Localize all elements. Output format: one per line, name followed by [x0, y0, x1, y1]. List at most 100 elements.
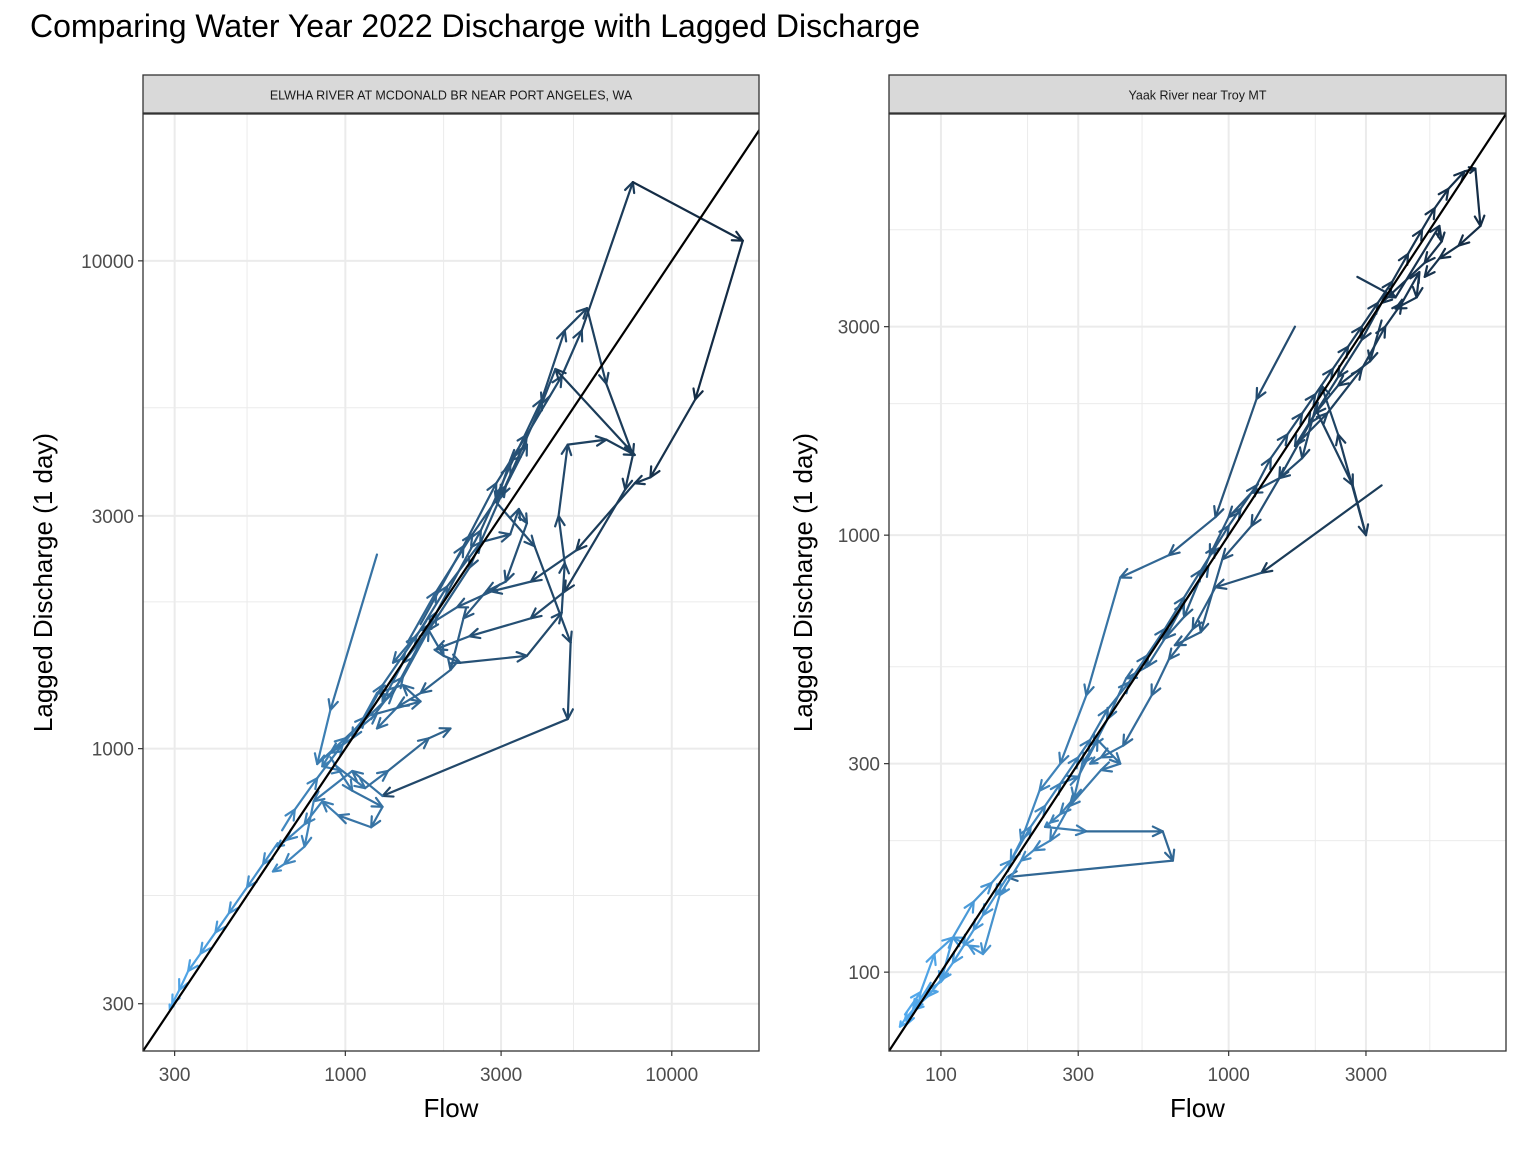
arrow-segment: [1278, 457, 1304, 480]
arrow-segment: [1250, 477, 1281, 494]
arrow-segment: [529, 549, 578, 583]
arrow-segment: [1260, 484, 1383, 574]
arrow-segment: [557, 443, 569, 518]
arrow-segment: [563, 307, 589, 332]
arrow-segment: [1150, 658, 1171, 697]
arrow-segment: [1250, 477, 1281, 528]
arrow-segment: [633, 476, 652, 485]
arrow-segment: [341, 769, 367, 790]
arrow-segment: [919, 952, 936, 994]
arrow-segment: [1336, 360, 1372, 387]
arrow-segment: [1314, 407, 1354, 487]
arrow-segment: [624, 453, 634, 491]
one-to-one-line: [143, 128, 759, 1051]
arrow-segment: [1438, 244, 1460, 260]
x-tick-label: 100: [925, 1065, 957, 1086]
arrow-segment: [1314, 367, 1334, 396]
arrow-path-rise-1: [903, 166, 1486, 1016]
arrow-segment: [509, 507, 520, 536]
arrow-segment: [321, 800, 340, 817]
x-axis-title: Flow: [424, 1093, 479, 1123]
arrow-segment: [1163, 596, 1186, 631]
arrow-segment: [446, 541, 482, 588]
arrow-segment: [1029, 804, 1047, 828]
arrow-segment: [375, 683, 404, 695]
chart-title: Comparing Water Year 2022 Discharge with…: [30, 8, 920, 44]
arrow-segment: [649, 398, 697, 479]
arrow-segment: [495, 501, 536, 548]
arrow-head: [1089, 756, 1099, 765]
arrow-head: [276, 839, 286, 848]
arrow-segment: [456, 590, 493, 609]
arrow-segment: [554, 367, 636, 457]
arrow-segment: [285, 823, 306, 842]
arrow-segment: [293, 777, 319, 811]
arrow-segment: [214, 912, 231, 934]
facet-strip-label: Yaak River near Troy MT: [1128, 89, 1266, 103]
arrow-segment: [1269, 433, 1289, 460]
arrow-segment: [262, 842, 279, 866]
arrow-segment: [525, 611, 563, 657]
arrow-segment: [1119, 554, 1171, 579]
arrow-segment: [517, 507, 529, 525]
arrow-segment: [1106, 677, 1128, 720]
arrow-segment: [951, 900, 975, 939]
arrow-segment: [1183, 554, 1211, 619]
arrow-segment: [1447, 170, 1466, 190]
arrow-segment: [1415, 270, 1421, 299]
arrow-segment: [1145, 637, 1166, 668]
arrow-segment: [566, 438, 608, 446]
arrow-segment: [1336, 338, 1363, 379]
data-layer: [143, 128, 759, 1051]
arrow-segment: [1326, 367, 1363, 415]
major-grid: 100 300 1000 3000 100 300 1000 3000: [838, 114, 1506, 1086]
arrow-segment: [911, 991, 927, 1011]
arrow-segment: [990, 859, 1012, 885]
arrow-segment: [1167, 515, 1217, 557]
arrow-segment: [1423, 257, 1441, 278]
arrow-segment: [178, 969, 190, 992]
arrow-segment: [1368, 319, 1383, 363]
arrow-segment: [1391, 252, 1410, 283]
arrow-segment: [351, 769, 384, 798]
arrow-head: [1423, 265, 1436, 278]
arrow-segment: [605, 382, 634, 457]
arrow-segment: [1214, 524, 1230, 549]
arrow-segment: [490, 580, 532, 593]
arrow-segment: [415, 585, 449, 638]
arrow-segment: [1214, 571, 1263, 589]
y-tick-label: 100: [848, 963, 880, 984]
arrow-segment: [1059, 756, 1080, 785]
arrow-segment: [1059, 775, 1080, 785]
facet-strip: [142, 74, 760, 114]
arrow-segment: [1438, 224, 1443, 243]
arrow-head: [438, 727, 452, 739]
arrow-segment: [1286, 412, 1304, 436]
arrow-segment: [1255, 325, 1297, 401]
arrow-segment: [967, 944, 985, 956]
arrow-segment: [375, 705, 400, 730]
arrow-segment: [171, 988, 181, 1005]
arrow-head: [898, 1020, 906, 1028]
arrow-segment: [981, 894, 1001, 956]
y-tick-label: 1000: [92, 740, 134, 761]
arrow-segment: [449, 617, 465, 672]
arrow-segment: [435, 533, 474, 593]
arrow-segment: [1096, 738, 1122, 765]
facet-strip-label: ELWHA RIVER AT MCDONALD BR NEAR PORT ANG…: [270, 89, 633, 103]
arrow-segment: [495, 459, 512, 504]
arrow-segment: [560, 562, 566, 614]
arrow-segment: [998, 859, 1023, 897]
arrow-segment: [357, 712, 379, 730]
arrow-segment: [468, 617, 532, 638]
arrow-segment: [972, 881, 993, 903]
arrow-segment: [575, 482, 636, 552]
x-axis-title: Flow: [1170, 1093, 1225, 1123]
arrow-segment: [1059, 694, 1088, 765]
arrow-segment: [1336, 433, 1368, 537]
arrow-segment: [631, 181, 744, 242]
arrow-segment: [1380, 261, 1426, 305]
arrow-segment: [312, 769, 354, 803]
arrow-segment: [1394, 296, 1418, 310]
y-tick-label: 1000: [838, 526, 880, 547]
